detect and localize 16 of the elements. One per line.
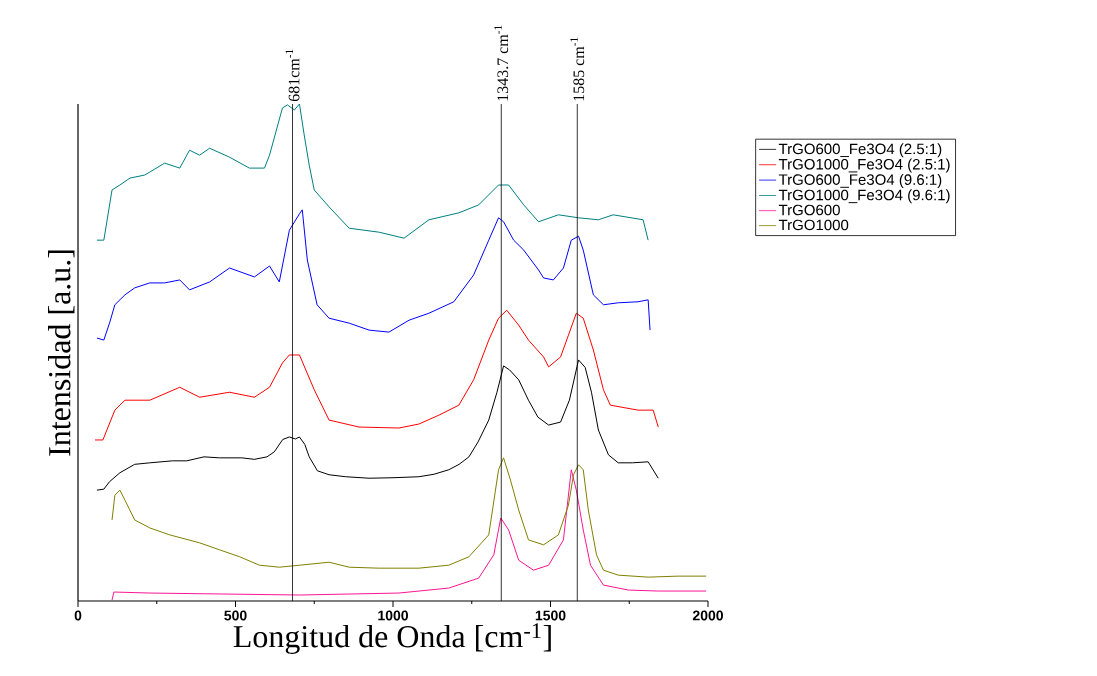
legend-label: TrGO1000 [778,219,849,231]
ref-line-label: 1343.7 cm$^{-1}$ [494,25,509,101]
ref-line-label: 681cm$^{-1}$ [285,49,300,102]
x-tick-label: 1000 [378,610,408,621]
legend-label: TrGO600_Fe3O4 (2.5:1) [778,143,942,158]
x-tick-label: 500 [224,610,247,621]
legend-label: TrGO600 [778,204,840,216]
legend-label: TrGO1000_Fe3O4 (2.5:1) [778,158,950,173]
y-axis-title: Intensidad [a.u.] [48,250,75,456]
x-tick-label: 1500 [535,610,566,621]
legend-label: TrGO1000_Fe3O4 (9.6:1) [778,189,950,204]
ref-line-label: 1585 cm$^{-1}$ [570,37,585,101]
legend-label: TrGO600_Fe3O4 (9.6:1) [778,173,942,188]
x-tick-label: 0 [74,610,82,621]
x-tick-label: 2000 [692,610,723,621]
x-axis-title: Longitud de Onda [cm$^{-1}$] [233,623,551,655]
